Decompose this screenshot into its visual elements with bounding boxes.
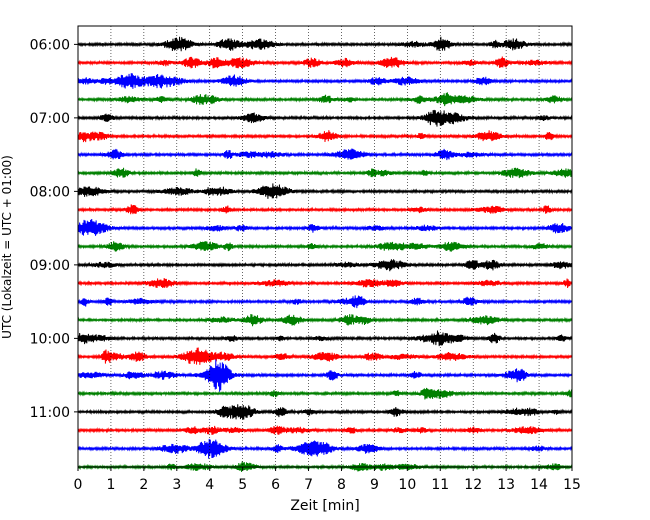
trace-line (77, 167, 573, 179)
x-tick-label: 3 (172, 477, 181, 493)
y-tick-label: 11:00 (30, 405, 70, 421)
x-tick-label: 13 (497, 477, 515, 493)
x-tick-label: 12 (464, 477, 482, 493)
y-tick-label: 06:00 (30, 37, 70, 53)
x-ticks-group: 0 1 2 3 4 5 6 7 8 9 10 11 12 13 14 15 (74, 467, 581, 493)
x-axis-label: Zeit [min] (290, 498, 359, 514)
trace-line (77, 425, 573, 435)
trace-line (77, 438, 573, 459)
y-tick-label: 09:00 (30, 258, 70, 274)
trace-line (77, 314, 573, 327)
x-tick-label: 15 (563, 477, 581, 493)
trace-line (77, 241, 573, 252)
trace-line (77, 330, 573, 347)
x-tick-label: 10 (398, 477, 416, 493)
x-tick-label: 4 (205, 477, 214, 493)
x-tick-label: 11 (431, 477, 449, 493)
x-tick-label: 9 (370, 477, 379, 493)
trace-line (77, 359, 573, 392)
y-tick-label: 08:00 (30, 184, 70, 200)
trace-line (77, 73, 573, 89)
x-tick-label: 0 (74, 477, 83, 493)
traces-group (77, 36, 573, 472)
trace-line (77, 204, 573, 215)
x-tick-label: 1 (106, 477, 115, 493)
x-tick-label: 7 (304, 477, 313, 493)
trace-line (77, 92, 573, 107)
trace-line (77, 130, 573, 143)
y-ticks-group: 06:00 07:00 08:00 09:00 10:00 11:00 (30, 37, 78, 421)
trace-line (77, 148, 573, 161)
y-tick-label: 07:00 (30, 111, 70, 127)
trace-line (77, 183, 573, 199)
x-tick-label: 5 (238, 477, 247, 493)
trace-line (77, 259, 573, 272)
trace-line (77, 36, 573, 52)
trace-line (77, 56, 573, 69)
trace-line (77, 387, 573, 400)
y-axis-label: UTC (Lokalzeit = UTC + 01:00) (0, 155, 14, 339)
x-tick-label: 14 (530, 477, 548, 493)
x-tick-label: 8 (337, 477, 346, 493)
x-tick-label: 6 (271, 477, 280, 493)
trace-line (77, 109, 573, 127)
x-tick-label: 2 (139, 477, 148, 493)
trace-line (77, 347, 573, 365)
y-tick-label: 10:00 (30, 331, 70, 347)
trace-line (77, 404, 573, 420)
trace-line (77, 219, 573, 236)
trace-line (77, 295, 573, 309)
trace-line (77, 277, 573, 289)
plot-frame (77, 25, 573, 468)
